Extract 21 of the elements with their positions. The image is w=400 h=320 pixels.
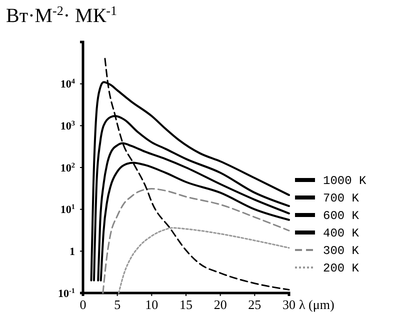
x-tick-label: 5: [114, 297, 121, 312]
y-tick-label: 10$^{1}$: [60, 203, 76, 216]
x-tick-label: 20: [214, 297, 227, 312]
y-tick-label: 10$^{-1}$: [58, 286, 76, 300]
x-tick-label: 0: [80, 297, 86, 312]
legend-label: 1000 K: [323, 174, 368, 188]
x-axis-title: λ (μm): [299, 297, 334, 312]
y-tick-label: 1: [70, 246, 75, 258]
x-tick-label: 30: [282, 297, 296, 312]
y-tick-label: 10$^{2}$: [60, 161, 76, 174]
y-tick-label: 10$^{4}$: [60, 78, 76, 91]
y-tick-label: 10$^{3}$: [60, 120, 76, 133]
legend-label: 600 K: [323, 209, 360, 224]
y-axis-title: Вт·М$^{-2}$· МК$^{-1}$: [6, 2, 118, 27]
legend-label: 400 K: [323, 226, 360, 241]
x-tick-label: 10: [145, 297, 158, 312]
legend-label: 700 K: [323, 192, 360, 206]
legend-label: 300 K: [323, 244, 360, 258]
x-tick-label: 25: [248, 297, 262, 312]
x-tick-label: 15: [180, 297, 192, 312]
legend-label: 200 K: [323, 262, 360, 276]
